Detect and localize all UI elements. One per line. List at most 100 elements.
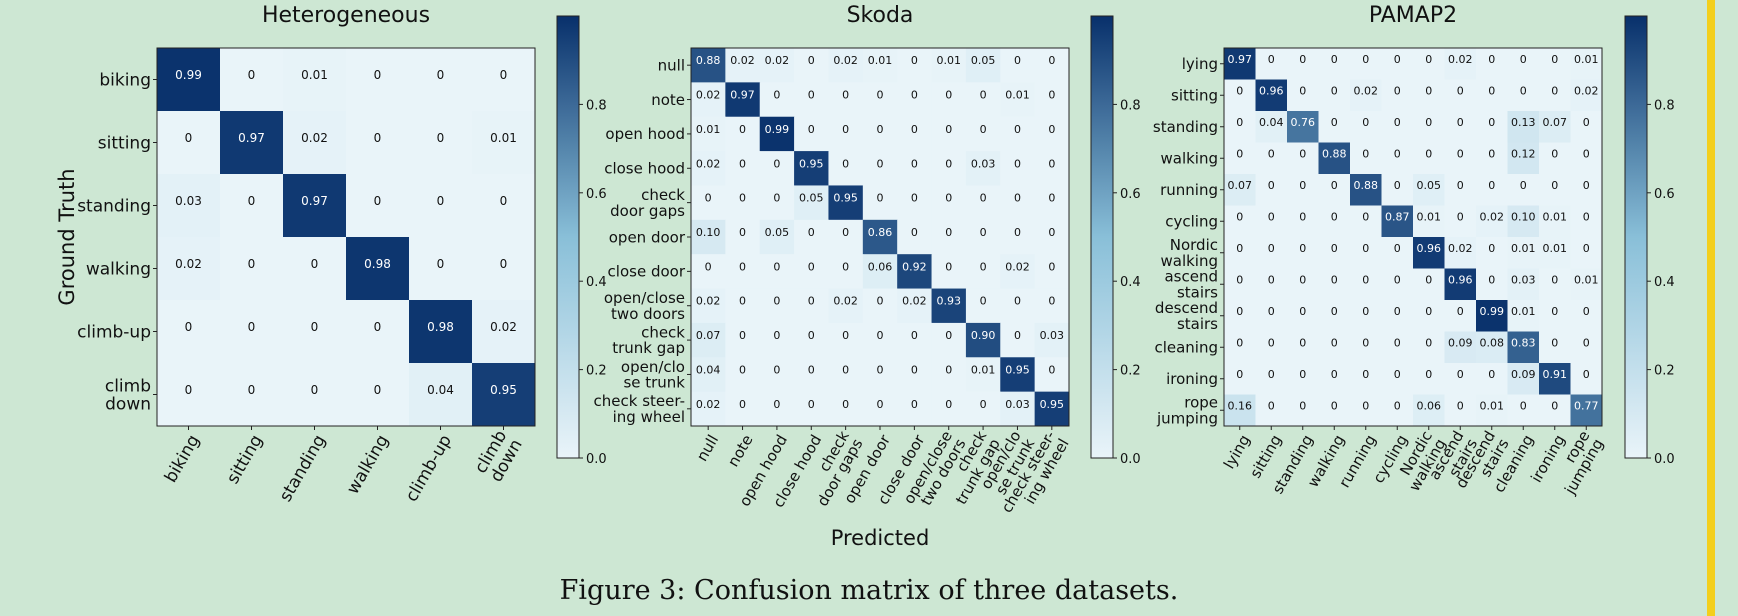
- pamap2-cell-value: 0.02: [1354, 84, 1379, 97]
- pamap2-cell-value: 0: [1488, 273, 1495, 286]
- pamap2-row-label: Nordic walking: [1160, 236, 1218, 270]
- heterogeneous-cell: [409, 174, 473, 238]
- skoda-cell: [897, 391, 933, 427]
- pamap2-cell: [1413, 268, 1445, 301]
- pamap2-cell-value: 0.97: [1228, 53, 1253, 66]
- skoda-cell: [725, 322, 761, 358]
- pamap2-cell: [1507, 268, 1540, 301]
- skoda-cell: [759, 48, 795, 83]
- heterogeneous-col-label: climbdown: [471, 427, 527, 486]
- pamap2-cell-value: 0.02: [1448, 53, 1473, 66]
- pamap2-cell-value: 0: [1268, 399, 1275, 412]
- skoda-colorbar-label: 0.2: [1120, 364, 1141, 379]
- pamap2-cell: [1444, 300, 1477, 332]
- skoda-cell-value: 0.95: [833, 192, 858, 205]
- heterogeneous-cell: [157, 174, 221, 238]
- skoda-cell: [725, 254, 761, 290]
- skoda-cell: [691, 151, 726, 186]
- pamap2-cell: [1224, 174, 1256, 206]
- pamap2-cell: [1255, 237, 1288, 269]
- heterogeneous-cell-value: 0: [248, 68, 256, 82]
- pamap2-cell-value: 0: [1331, 179, 1338, 192]
- skoda-colorbar: [1090, 15, 1114, 459]
- pamap2-row-label: standing: [1153, 118, 1218, 136]
- skoda-cell-value: 0: [945, 398, 952, 411]
- skoda-cell-value: 0: [980, 398, 987, 411]
- heterogeneous-cell: [220, 237, 284, 301]
- heterogeneous-cell-value: 0: [374, 383, 382, 397]
- pamap2-cell: [1318, 237, 1351, 269]
- skoda-cell-value: 0: [945, 157, 952, 170]
- pamap2-cell-value: 0.07: [1228, 179, 1253, 192]
- heterogeneous-cell: [283, 111, 347, 175]
- pamap2-cell: [1413, 111, 1445, 143]
- skoda-cell-value: 0: [911, 363, 918, 376]
- pamap2-cell-value: 0: [1268, 210, 1275, 223]
- pamap2-cell-value: 0: [1520, 399, 1527, 412]
- skoda-cell-value: 0.06: [868, 260, 893, 273]
- skoda-cell-value: 0: [739, 398, 746, 411]
- skoda-cell: [725, 48, 761, 83]
- heterogeneous-cell-value: 0: [248, 383, 256, 397]
- pamap2-cell: [1287, 237, 1319, 269]
- skoda-cell: [794, 48, 829, 83]
- skoda-cell-value: 0: [842, 123, 849, 136]
- skoda-cell-value: 0.97: [730, 89, 755, 102]
- skoda-cell: [862, 254, 898, 290]
- skoda-row-label: note: [651, 91, 685, 109]
- skoda-cell-value: 0: [911, 123, 918, 136]
- heterogeneous-col-label: standing: [276, 431, 330, 505]
- heterogeneous-cell: [409, 237, 473, 301]
- pamap2-cell-value: 0.83: [1511, 336, 1536, 349]
- pamap2-cell: [1318, 205, 1351, 238]
- pamap2-colorbar-label: 0.2: [1654, 364, 1675, 379]
- pamap2-cell: [1413, 48, 1445, 80]
- skoda-cell: [931, 48, 967, 83]
- pamap2-cell: [1476, 300, 1508, 332]
- heterogeneous-cell: [157, 300, 221, 364]
- skoda-cell-value: 0.01: [868, 54, 893, 67]
- pamap2-cell: [1539, 111, 1571, 143]
- skoda-cell-value: 0: [1014, 192, 1021, 205]
- skoda-cell-value: 0.99: [765, 123, 790, 136]
- pamap2-cell: [1381, 363, 1414, 395]
- pamap2-row-label: descend stairs: [1155, 299, 1218, 333]
- pamap2-cell: [1413, 394, 1445, 427]
- pamap2-row-label: sitting: [1171, 87, 1218, 105]
- pamap2-cell: [1444, 48, 1477, 80]
- heterogeneous-cell-value: 0: [374, 68, 382, 82]
- pamap2-cell: [1350, 48, 1382, 80]
- pamap2-cell: [1444, 268, 1477, 301]
- heterogeneous-cell-value: 0.99: [175, 68, 202, 82]
- skoda-cell-value: 0: [808, 54, 815, 67]
- pamap2-cell-value: 0: [1268, 305, 1275, 318]
- pamap2-cell: [1224, 300, 1256, 332]
- skoda-cell-value: 0: [842, 89, 849, 102]
- pamap2-cell-value: 0: [1299, 368, 1306, 381]
- pamap2-cell: [1255, 174, 1288, 206]
- pamap2-cell: [1539, 79, 1571, 112]
- pamap2-cell-value: 0: [1488, 53, 1495, 66]
- skoda-cell-value: 0: [773, 157, 780, 170]
- skoda-cell-value: 0.02: [1005, 260, 1030, 273]
- pamap2-cell: [1381, 111, 1414, 143]
- pamap2-cell: [1507, 48, 1540, 80]
- heterogeneous-cell: [283, 48, 347, 112]
- pamap2-cell: [1255, 331, 1288, 364]
- pamap2-cell-value: 0: [1457, 210, 1464, 223]
- heterogeneous-cell: [283, 300, 347, 364]
- skoda-cell-value: 0.02: [833, 54, 858, 67]
- skoda-cell: [828, 219, 864, 255]
- pamap2-cell-value: 0: [1425, 116, 1432, 129]
- heterogeneous-cell: [220, 363, 284, 427]
- heterogeneous-colorbar: [556, 15, 580, 459]
- pamap2-cell: [1287, 363, 1319, 395]
- skoda-cell: [828, 116, 864, 152]
- skoda-cell: [691, 357, 726, 393]
- skoda-cell: [725, 357, 761, 393]
- pamap2-cell-value: 0.96: [1417, 242, 1442, 255]
- heterogeneous-cell: [409, 363, 473, 427]
- pamap2-cell: [1444, 237, 1477, 269]
- pamap2-cell-value: 0: [1457, 179, 1464, 192]
- pamap2-row-label: ironing: [1166, 370, 1218, 388]
